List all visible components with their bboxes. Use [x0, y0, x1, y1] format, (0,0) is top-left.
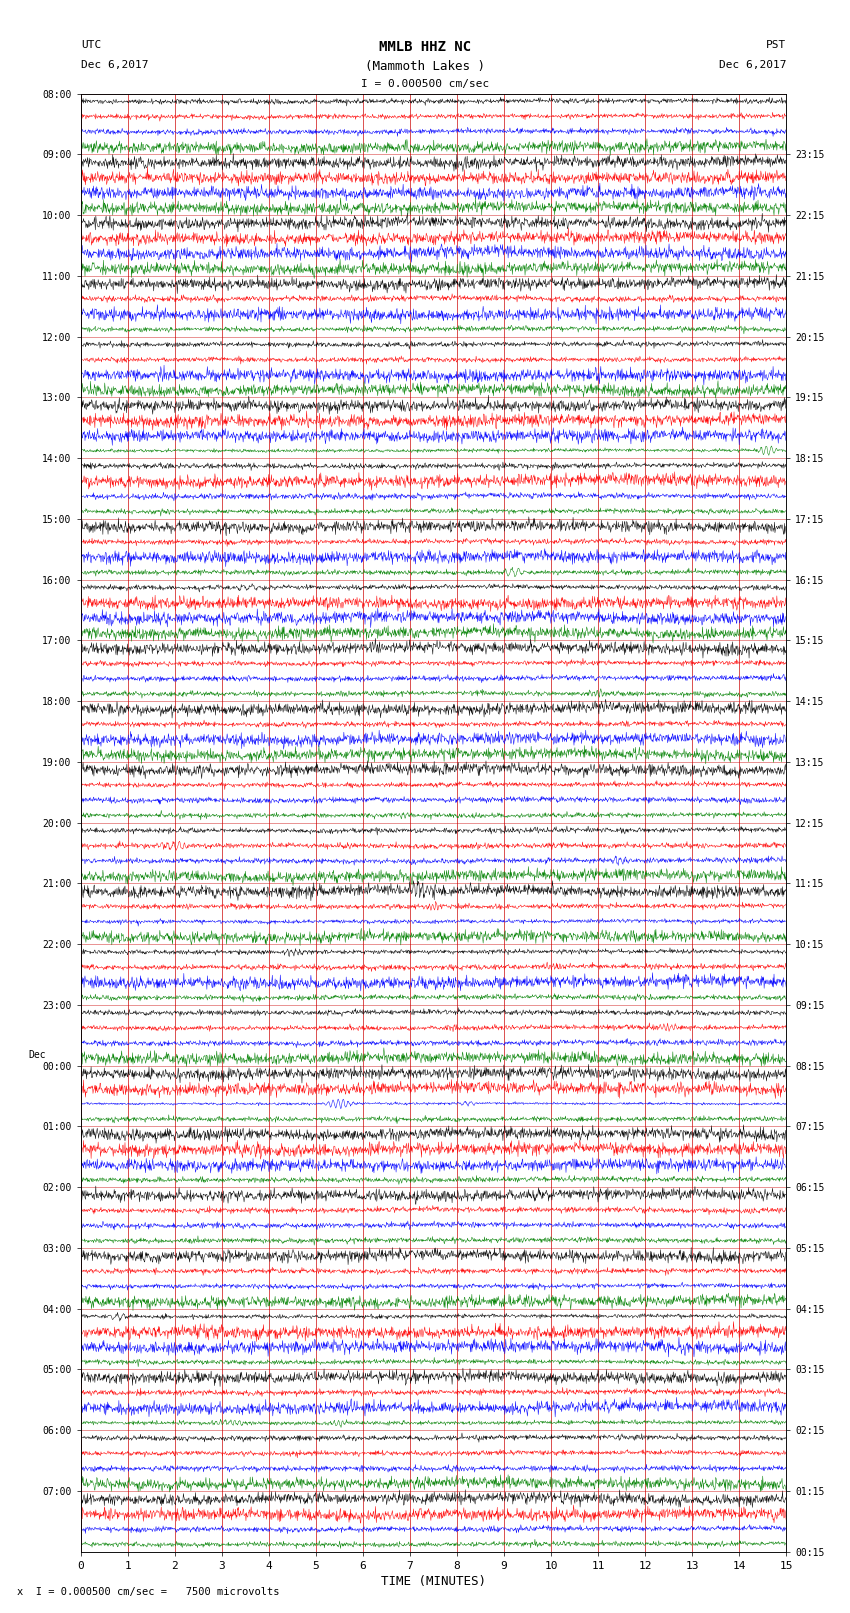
Text: x  I = 0.000500 cm/sec =   7500 microvolts: x I = 0.000500 cm/sec = 7500 microvolts [17, 1587, 280, 1597]
X-axis label: TIME (MINUTES): TIME (MINUTES) [381, 1574, 486, 1587]
Text: Dec: Dec [28, 1050, 46, 1060]
Text: UTC: UTC [81, 40, 101, 50]
Text: Dec 6,2017: Dec 6,2017 [719, 60, 786, 69]
Text: (Mammoth Lakes ): (Mammoth Lakes ) [365, 60, 485, 73]
Text: Dec 6,2017: Dec 6,2017 [81, 60, 148, 69]
Text: I = 0.000500 cm/sec: I = 0.000500 cm/sec [361, 79, 489, 89]
Text: PST: PST [766, 40, 786, 50]
Text: MMLB HHZ NC: MMLB HHZ NC [379, 40, 471, 55]
